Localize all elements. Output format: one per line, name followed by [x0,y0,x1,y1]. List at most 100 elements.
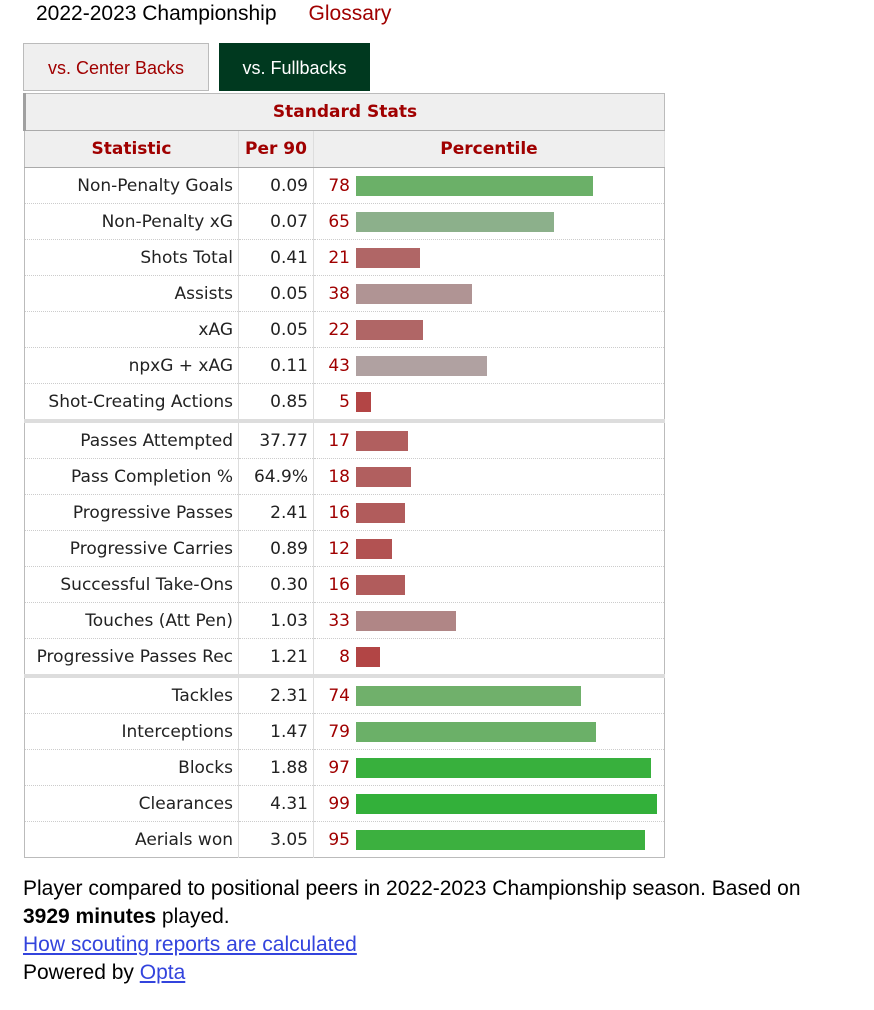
season-label: 2022-2023 Championship [36,2,277,25]
per90-value: 3.05 [238,821,314,858]
percentile-bar [356,686,581,706]
tab-vs-center-backs[interactable]: vs. Center Backs [23,43,209,91]
percentile-bar [356,431,408,451]
table-row: Passes Attempted 37.77 17 [24,419,665,459]
per90-value: 4.31 [238,785,314,822]
percentile-bar [356,284,472,304]
footer: Player compared to positional peers in 2… [23,875,843,987]
per90-value: 1.21 [238,638,314,677]
percentile-cell: 12 [313,530,665,567]
per90-value: 0.07 [238,203,314,240]
stat-name: Touches (Att Pen) [24,602,239,639]
percentile-value: 8 [339,647,350,667]
percentile-value: 18 [328,467,350,487]
per90-value: 0.05 [238,275,314,312]
percentile-cell: 65 [313,203,665,240]
table-row: Non-Penalty xG 0.07 65 [24,203,665,240]
percentile-cell: 79 [313,713,665,750]
tab-vs-fullbacks[interactable]: vs. Fullbacks [219,43,370,91]
column-header-statistic[interactable]: Statistic [24,130,239,168]
percentile-bar [356,248,420,268]
stat-name: Assists [24,275,239,312]
table-row: Shot-Creating Actions 0.85 5 [24,383,665,422]
percentile-cell: 43 [313,347,665,384]
glossary-link[interactable]: Glossary [308,2,392,25]
table-row: Touches (Att Pen) 1.03 33 [24,602,665,639]
footer-text: Player compared to positional peers in 2… [23,877,801,900]
percentile-cell: 8 [313,638,665,677]
percentile-value: 78 [328,176,350,196]
percentile-value: 65 [328,212,350,232]
powered-by-label: Powered by [23,961,134,984]
table-row: Progressive Passes 2.41 16 [24,494,665,531]
percentile-value: 79 [328,722,350,742]
minutes-played: 3929 minutes [23,905,157,928]
table-row: Assists 0.05 38 [24,275,665,312]
per90-value: 2.31 [238,674,314,714]
scouting-report-table: Standard Stats Statistic Per 90 Percenti… [23,93,665,858]
stat-name: xAG [24,311,239,348]
stat-name: Shot-Creating Actions [24,383,239,422]
column-header-percentile[interactable]: Percentile [313,130,665,168]
percentile-bar [356,611,456,631]
stat-name: Successful Take-Ons [24,566,239,603]
percentile-cell: 22 [313,311,665,348]
percentile-bar [356,539,392,559]
per90-value: 0.09 [238,167,314,204]
percentile-bar [356,176,593,196]
table-row: Pass Completion % 64.9% 18 [24,458,665,495]
comparison-tabs: vs. Center Backs vs. Fullbacks [23,43,370,91]
table-row: Tackles 2.31 74 [24,674,665,714]
table-row: Non-Penalty Goals 0.09 78 [24,167,665,204]
season-header: 2022-2023 Championship Glossary [36,0,391,28]
percentile-value: 16 [328,575,350,595]
percentile-value: 97 [328,758,350,778]
table-row: Clearances 4.31 99 [24,785,665,822]
stat-name: Clearances [24,785,239,822]
percentile-cell: 99 [313,785,665,822]
stat-name: Non-Penalty xG [24,203,239,240]
percentile-value: 21 [328,248,350,268]
table-row: Progressive Passes Rec 1.21 8 [24,638,665,677]
stat-name: Passes Attempted [24,419,239,459]
footer-description: Player compared to positional peers in 2… [23,875,843,931]
percentile-cell: 5 [313,383,665,422]
per90-value: 0.85 [238,383,314,422]
table-row: Progressive Carries 0.89 12 [24,530,665,567]
opta-link[interactable]: Opta [139,961,186,984]
percentile-bar [356,356,487,376]
per90-value: 0.41 [238,239,314,276]
per90-value: 0.89 [238,530,314,567]
stat-name: Progressive Passes Rec [24,638,239,677]
table-row: npxG + xAG 0.11 43 [24,347,665,384]
scouting-method-link[interactable]: How scouting reports are calculated [23,933,357,956]
percentile-cell: 21 [313,239,665,276]
percentile-value: 43 [328,356,350,376]
per90-value: 2.41 [238,494,314,531]
percentile-bar [356,758,651,778]
column-header-per90[interactable]: Per 90 [238,130,314,168]
percentile-cell: 97 [313,749,665,786]
percentile-value: 33 [328,611,350,631]
stat-name: Aerials won [24,821,239,858]
table-row: Successful Take-Ons 0.30 16 [24,566,665,603]
percentile-bar [356,212,554,232]
percentile-cell: 95 [313,821,665,858]
per90-value: 0.05 [238,311,314,348]
percentile-cell: 17 [313,419,665,459]
per90-value: 0.11 [238,347,314,384]
stat-name: Shots Total [24,239,239,276]
stat-name: Progressive Passes [24,494,239,531]
percentile-value: 38 [328,284,350,304]
stat-name: npxG + xAG [24,347,239,384]
stat-name: Blocks [24,749,239,786]
percentile-bar [356,794,657,814]
percentile-bar [356,575,405,595]
footer-text-end: played. [161,905,230,928]
per90-value: 1.88 [238,749,314,786]
percentile-cell: 18 [313,458,665,495]
percentile-cell: 16 [313,566,665,603]
percentile-value: 16 [328,503,350,523]
powered-by: Powered by Opta [23,959,843,987]
percentile-value: 17 [328,431,350,451]
